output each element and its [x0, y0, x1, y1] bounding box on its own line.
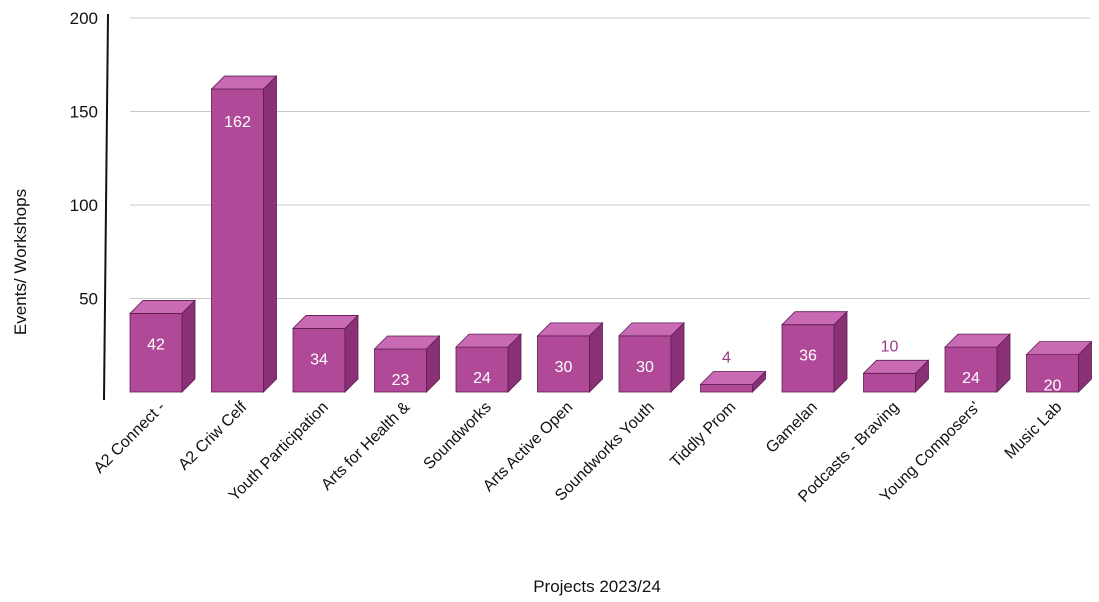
- bar: [455, 333, 522, 393]
- y-axis-title: Events/ Workshops: [11, 189, 30, 335]
- bar-side: [996, 333, 1011, 393]
- x-tick-label: Arts for Health &: [318, 399, 413, 494]
- bar-side: [833, 310, 848, 393]
- bar: [373, 335, 441, 393]
- bar-side: [263, 75, 277, 393]
- bar: [699, 370, 767, 393]
- x-tick-label: Arts Active Open: [480, 399, 576, 495]
- x-tick-label: Gamelan: [763, 399, 821, 457]
- y-axis-ticks: 50 100 150 200: [70, 9, 98, 309]
- bar-value-label: 24: [473, 370, 491, 387]
- x-tick-label: A2 Criw Celf: [175, 398, 250, 473]
- bar-front: [129, 313, 183, 393]
- gridlines: [130, 17, 1090, 299]
- bar-value-label: 42: [147, 336, 165, 353]
- bar-side: [589, 321, 603, 393]
- bar-front: [292, 328, 346, 393]
- bar-front: [1026, 354, 1079, 393]
- bar: [862, 359, 930, 393]
- bar-side: [426, 335, 440, 393]
- bar-side: [670, 321, 685, 393]
- bar-value-label: 23: [392, 372, 410, 389]
- bars: 42 162 34 23 24 30 30 4 36 10 24 20: [129, 75, 1093, 395]
- bar-value-label: 10: [881, 338, 899, 355]
- bar-value-label: 30: [636, 359, 654, 376]
- bar-side: [507, 333, 522, 393]
- x-tick-label: Soundworks: [421, 399, 495, 473]
- bar-front: [618, 335, 672, 393]
- y-tick-label: 200: [70, 9, 98, 28]
- bar-front: [863, 372, 916, 393]
- x-axis-title: Projects 2023/24: [533, 577, 661, 596]
- bar-side: [181, 299, 196, 393]
- bar-side: [752, 370, 766, 393]
- bar-value-label: 4: [722, 350, 731, 367]
- y-tick-label: 150: [70, 103, 98, 122]
- y-axis-line: [103, 13, 109, 401]
- bar-side: [1078, 340, 1092, 393]
- bar: [1025, 340, 1093, 393]
- x-tick-label: Tiddly Prom: [667, 399, 739, 471]
- bar: [618, 321, 685, 393]
- y-tick-label: 50: [79, 290, 98, 309]
- bar: [944, 333, 1011, 393]
- bar-value-label: 30: [555, 359, 573, 376]
- bar-value-label: 36: [799, 348, 817, 365]
- y-tick-label: 100: [70, 196, 98, 215]
- bar-value-label: 162: [224, 114, 251, 131]
- bar-value-label: 24: [962, 370, 980, 387]
- bar-front: [455, 346, 509, 393]
- bar-front: [700, 384, 753, 393]
- bar-side: [915, 359, 929, 393]
- bar: [210, 75, 278, 393]
- bar-value-label: 34: [310, 351, 328, 368]
- bar: [781, 310, 848, 393]
- x-tick-label: Music Lab: [1002, 399, 1066, 463]
- bar-side: [344, 314, 359, 393]
- bar: [129, 299, 196, 393]
- bar-value-label: 20: [1044, 378, 1062, 395]
- x-tick-label: A2 Connect -: [91, 399, 169, 477]
- bar-front: [781, 324, 835, 393]
- bar: [292, 314, 359, 393]
- bar-front: [944, 346, 998, 393]
- bar: [536, 321, 604, 393]
- bar-front: [211, 88, 264, 393]
